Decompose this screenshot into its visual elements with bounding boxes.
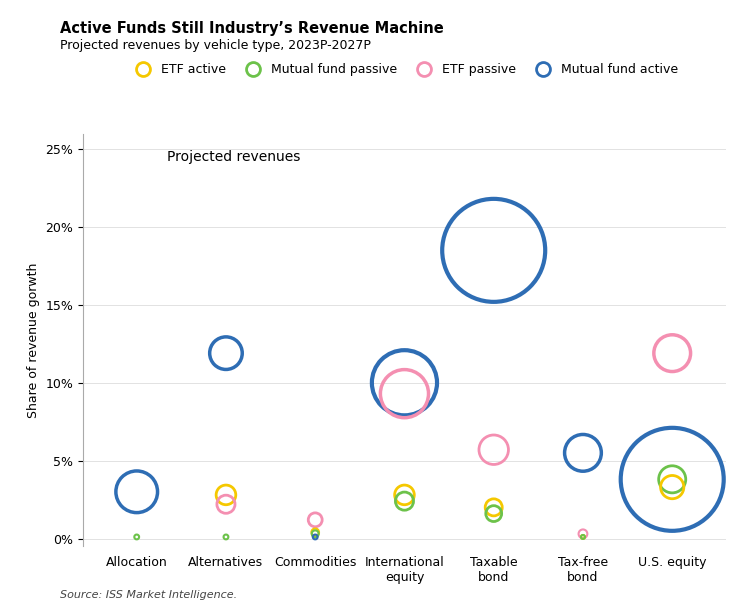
Point	[666, 482, 678, 492]
Point	[220, 500, 232, 509]
Point	[220, 490, 232, 500]
Point	[398, 490, 411, 500]
Text: Active Funds Still Industry’s Revenue Machine: Active Funds Still Industry’s Revenue Ma…	[60, 21, 445, 36]
Point	[398, 497, 411, 506]
Point	[309, 527, 321, 537]
Point	[577, 532, 589, 542]
Point	[666, 348, 678, 358]
Text: Projected revenues: Projected revenues	[166, 150, 300, 164]
Point	[488, 509, 500, 518]
Point	[488, 245, 500, 255]
Text: Source: ISS Market Intelligence.: Source: ISS Market Intelligence.	[60, 590, 237, 600]
Point	[577, 448, 589, 458]
Y-axis label: Share of revenue gorwth: Share of revenue gorwth	[27, 262, 40, 418]
Point	[488, 503, 500, 512]
Point	[220, 532, 232, 542]
Point	[309, 529, 321, 538]
Point	[398, 389, 411, 399]
Point	[488, 445, 500, 455]
Point	[220, 348, 232, 358]
Point	[577, 532, 589, 542]
Point	[309, 532, 321, 542]
Point	[666, 475, 678, 484]
Point	[666, 475, 678, 484]
Legend: ETF active, Mutual fund passive, ETF passive, Mutual fund active: ETF active, Mutual fund passive, ETF pas…	[131, 63, 678, 76]
Point	[398, 378, 411, 388]
Point	[309, 515, 321, 524]
Point	[131, 532, 143, 542]
Text: Projected revenues by vehicle type, 2023P-2027P: Projected revenues by vehicle type, 2023…	[60, 39, 371, 52]
Point	[131, 487, 143, 497]
Point	[577, 529, 589, 538]
